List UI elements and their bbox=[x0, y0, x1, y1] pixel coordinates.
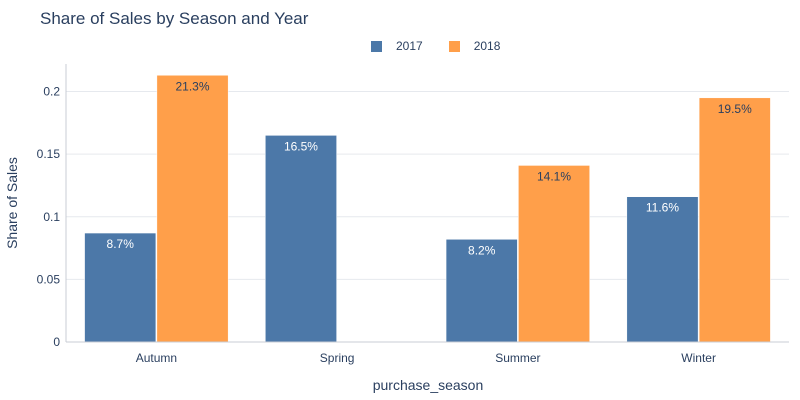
bar-2018-summer[interactable] bbox=[518, 165, 590, 343]
legend-label-2017: 2017 bbox=[396, 39, 423, 53]
legend-item-2018[interactable]: 2018 bbox=[448, 39, 501, 53]
legend-swatch-2018 bbox=[448, 40, 460, 52]
bar-2018-winter[interactable] bbox=[698, 97, 771, 343]
axes: 0 0.05 0.1 0.15 0.2 Autumn Spring Summer Winter bbox=[37, 64, 789, 365]
bar-2018-autumn[interactable] bbox=[156, 75, 229, 343]
y-tick-label: 0.05 bbox=[37, 272, 61, 286]
legend: 2017 2018 bbox=[371, 39, 526, 53]
legend-item-2017[interactable]: 2017 bbox=[371, 39, 423, 53]
bar-2017-winter[interactable] bbox=[626, 196, 699, 343]
data-label: 11.6% bbox=[646, 201, 679, 215]
y-tick-label: 0.2 bbox=[43, 85, 60, 99]
y-axis-title: Share of Sales bbox=[4, 157, 20, 249]
x-tick-label: Summer bbox=[495, 351, 540, 365]
x-tick-label: Winter bbox=[681, 351, 716, 365]
x-axis-title: purchase_season bbox=[373, 377, 484, 393]
y-tick-label: 0.1 bbox=[43, 210, 60, 224]
data-label: 14.1% bbox=[537, 169, 571, 183]
x-tick-label: Spring bbox=[320, 351, 355, 365]
data-label: 8.7% bbox=[107, 237, 135, 251]
bar-2017-spring[interactable] bbox=[265, 135, 337, 343]
bars: 8.7% 21.3% 16.5% 8.2% 14.1% 11.6% 19.5% bbox=[84, 75, 771, 343]
y-tick-label: 0.15 bbox=[37, 147, 61, 161]
data-label: 19.5% bbox=[718, 102, 752, 116]
data-label: 16.5% bbox=[284, 139, 318, 153]
data-label: 8.2% bbox=[468, 243, 496, 257]
legend-label-2018: 2018 bbox=[473, 39, 501, 53]
legend-swatch-2017 bbox=[371, 40, 382, 52]
x-tick-label: Autumn bbox=[136, 351, 177, 365]
data-label: 21.3% bbox=[176, 79, 210, 93]
y-tick-label: 0 bbox=[53, 335, 60, 349]
chart-title: Share of Sales by Season and Year bbox=[40, 9, 309, 28]
bar-2017-summer[interactable] bbox=[445, 239, 518, 343]
